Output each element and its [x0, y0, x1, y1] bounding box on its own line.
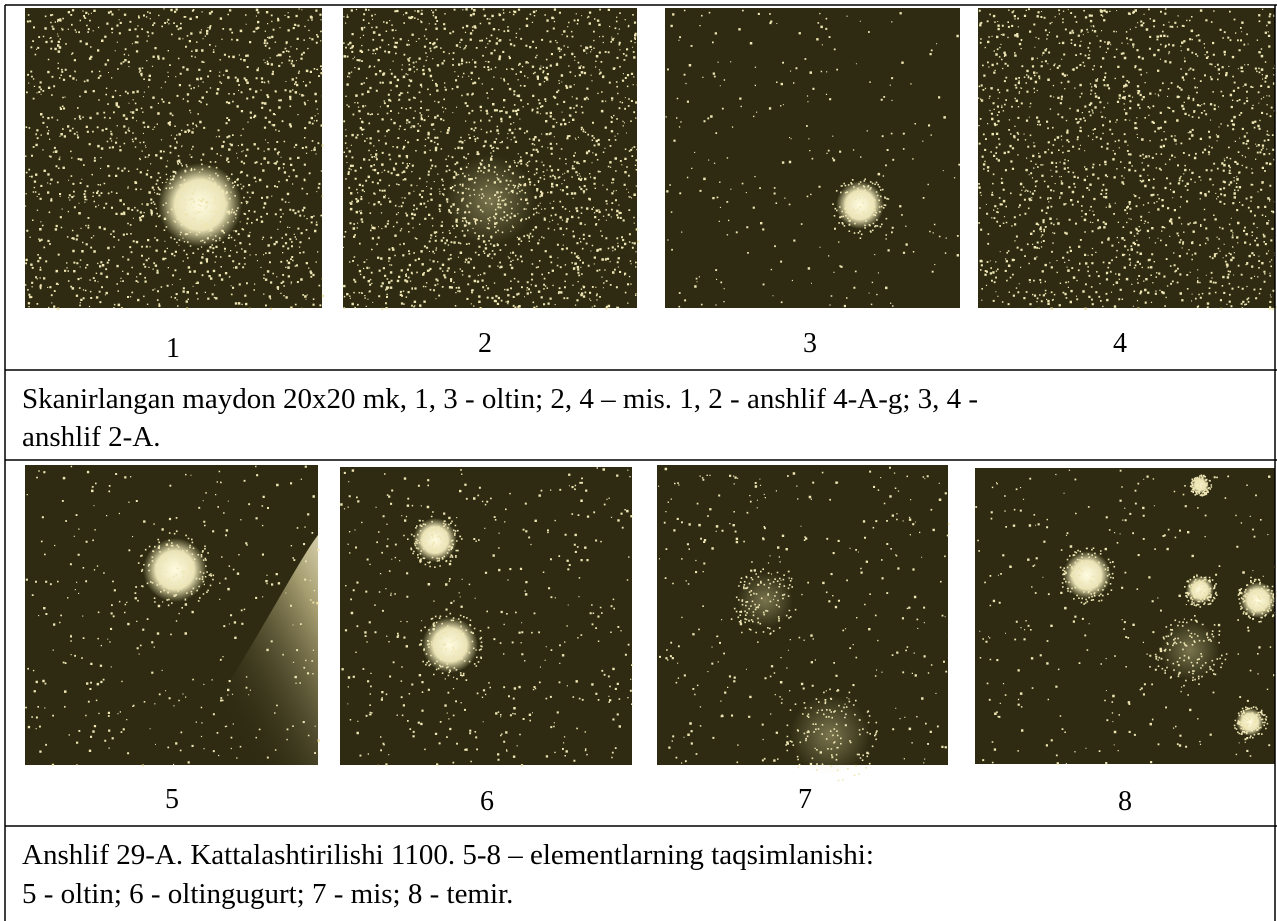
spot	[836, 181, 884, 229]
panel-label: 2	[478, 328, 492, 359]
panel-label: 4	[1113, 328, 1127, 359]
panel-label: 3	[803, 328, 817, 359]
panel-label: 7	[798, 784, 812, 815]
panel-label: 1	[166, 333, 180, 364]
micrograph	[975, 468, 1275, 764]
panel-label: 6	[480, 786, 494, 817]
caption-line: 5 - oltin; 6 - oltingugurt; 7 - mis; 8 -…	[22, 878, 513, 910]
caption-line: Skanirlangan maydon 20x20 mk, 1, 3 - olt…	[22, 383, 978, 415]
micrograph	[340, 467, 632, 765]
spot	[1160, 620, 1220, 680]
spot	[143, 538, 207, 602]
panel-label: 8	[1118, 786, 1132, 817]
caption-line: Anshlif 29-A. Kattalashtirilishi 1100. 5…	[22, 839, 874, 871]
panel-label: 5	[165, 784, 179, 815]
spot	[790, 695, 870, 775]
document-page: 1 2 3 4 Skanirlangan maydon 20x20 mk, 1,…	[0, 0, 1277, 921]
caption-line: anshlif 2-A.	[22, 421, 161, 453]
micrograph	[25, 8, 322, 308]
